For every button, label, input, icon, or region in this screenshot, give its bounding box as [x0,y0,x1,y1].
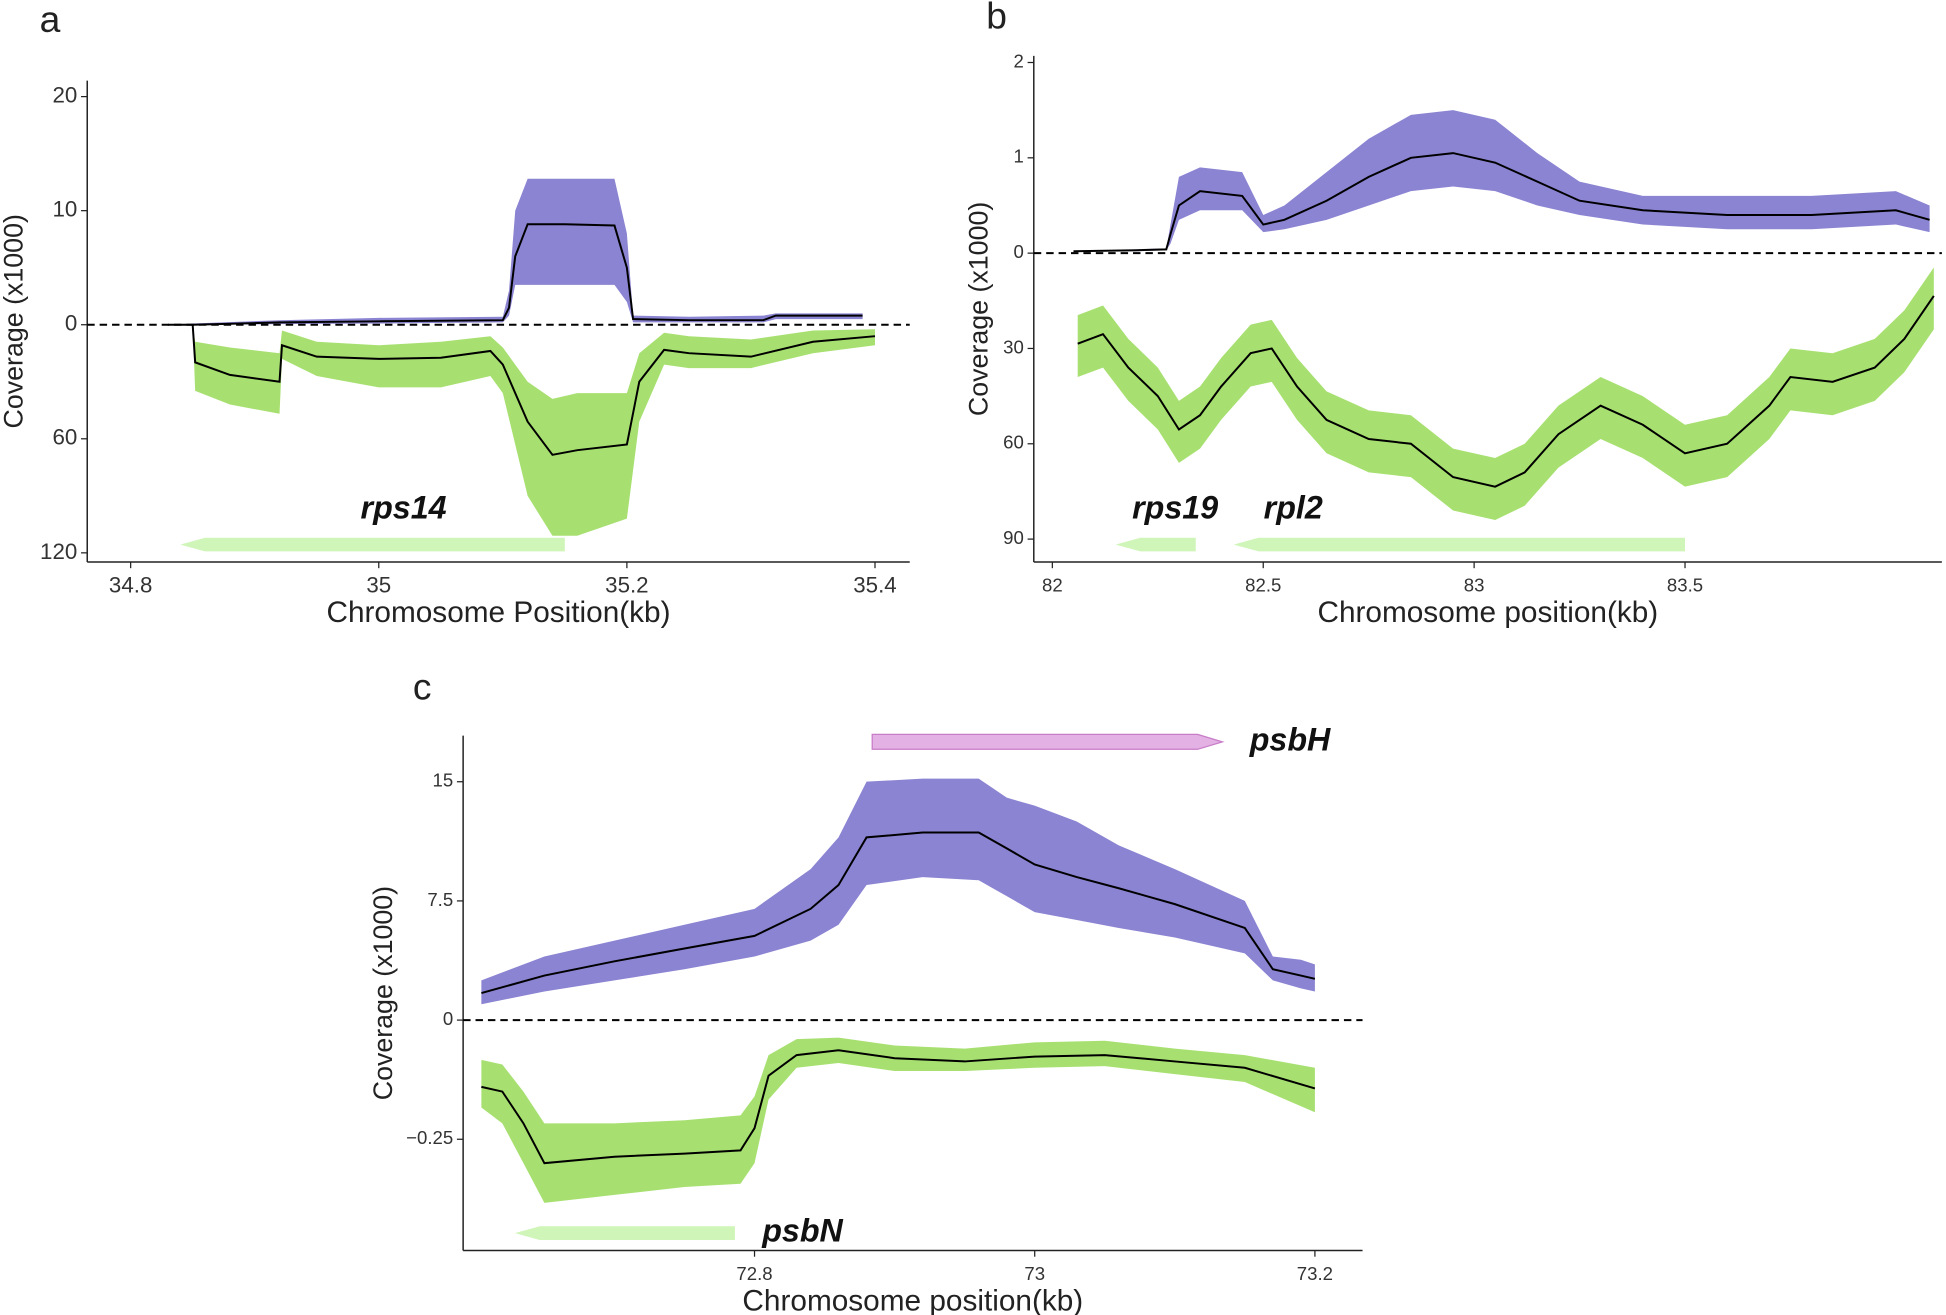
y-tick-label: 20 [52,83,77,108]
mean-line [1073,152,1930,253]
gene-arrow [180,537,565,552]
gene-arrow [514,1226,735,1240]
y-tick-label: 1 [1014,146,1024,167]
y-tick-label: 0 [65,311,77,336]
y-tick-label: 90 [1003,527,1024,548]
coverage-band [167,178,863,325]
mean-line [481,1049,1316,1165]
gene-label: rps14 [361,489,447,525]
x-tick-label: 73.2 [1297,1263,1333,1284]
panel-label: b [986,0,1007,36]
mean-line [191,324,876,456]
gene-arrow [1233,537,1686,552]
panel: c −0.25 0 7.5 15 72.8 73 73.2 Chromosome positio… [368,666,1363,1315]
mean-line [1077,295,1935,488]
y-tick-label: 7.5 [427,889,453,910]
y-tick-label: 0 [443,1008,453,1029]
x-tick-label: 82.5 [1245,575,1281,596]
x-axis-title: Chromosome Position(kb) [326,596,670,629]
x-tick-label: 34.8 [109,573,152,598]
y-tick-label: 2 [1014,50,1024,71]
gene-label: rps19 [1132,489,1218,525]
x-axis-title: Chromosome position(kb) [1317,596,1658,629]
y-tick-label: 60 [1003,432,1024,453]
x-axis-title: Chromosome position(kb) [742,1284,1083,1315]
y-tick-label: 15 [433,770,454,791]
x-tick-label: 72.8 [736,1263,772,1284]
x-tick-label: 35 [366,573,391,598]
y-tick-label: 0 [1014,241,1024,262]
gene-arrow [871,733,1225,750]
y-tick-label: 60 [52,425,77,450]
panel-label: a [40,0,61,40]
gene-label: rpl2 [1264,489,1323,525]
gene-arrow [1115,537,1196,552]
x-tick-label: 83.5 [1667,575,1703,596]
x-tick-label: 35.4 [853,573,896,598]
y-axis-title: Coverage (x1000) [368,886,398,1100]
y-tick-label: 120 [40,539,77,564]
x-tick-label: 82 [1042,575,1063,596]
coverage-band [1073,110,1930,252]
coverage-band [481,778,1315,1005]
gene-label: psbH [1249,721,1331,757]
x-tick-label: 83 [1464,575,1485,596]
y-tick-label: −0.25 [406,1127,453,1148]
y-tick-label: 30 [1003,336,1024,357]
gene-label: psbN [761,1213,843,1249]
panel-label: c [413,666,432,708]
coverage-band [1077,267,1934,521]
panel: a 120 60 0 10 20 34.8 35 35.2 35.4 Chromosome Posi… [0,0,910,629]
y-axis-title: Coverage (x1000) [964,202,994,416]
panel: b 90 60 30 0 1 2 82 82.5 83 83.5 Chromosome positio… [964,0,1942,629]
y-tick-label: 10 [52,197,77,222]
x-tick-label: 73 [1024,1263,1045,1284]
y-axis-title: Coverage (x1000) [0,214,28,428]
coverage-band [481,1037,1315,1203]
mean-line [167,223,863,326]
mean-line [481,831,1316,995]
x-tick-label: 35.2 [605,573,648,598]
